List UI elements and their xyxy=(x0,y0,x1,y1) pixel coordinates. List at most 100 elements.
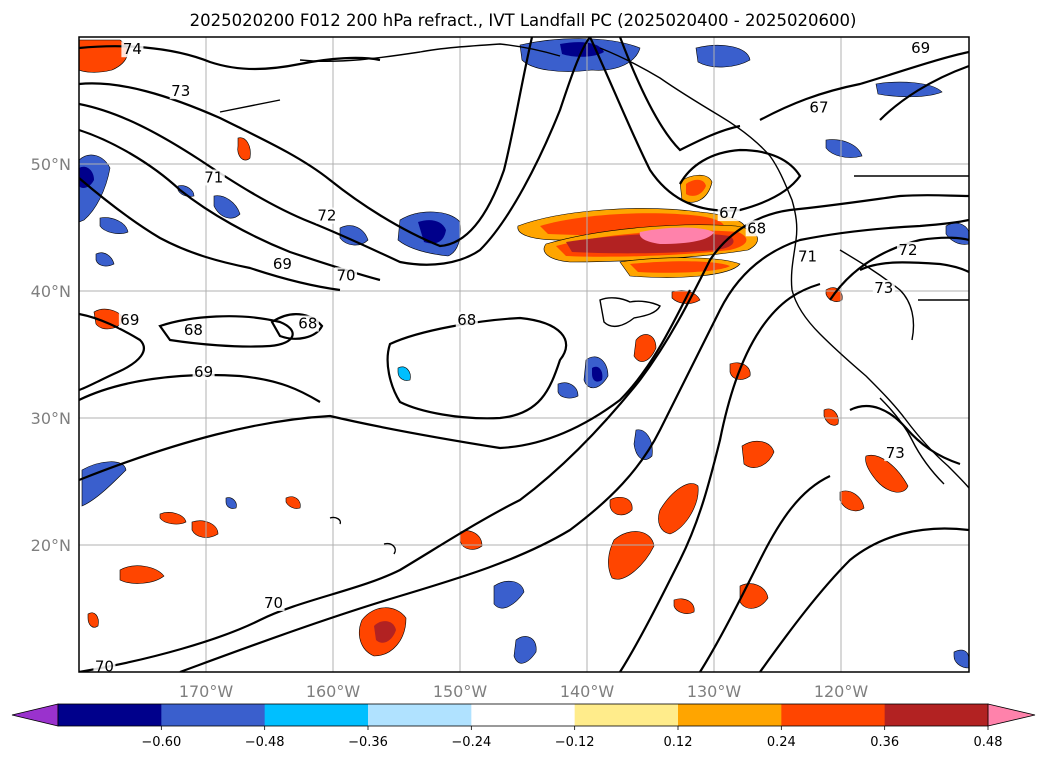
contour-label: 71 xyxy=(798,247,817,265)
shade-patch xyxy=(839,490,865,512)
colorbar-tick-label: 0.12 xyxy=(664,735,693,750)
x-axis-ticks: 170°W 160°W 150°W 140°W 130°W 120°W xyxy=(179,682,869,701)
shade-patch xyxy=(825,139,863,158)
colorbar-tick-label: 0.24 xyxy=(767,735,796,750)
contour-label: 68 xyxy=(184,321,203,339)
contour-label: 72 xyxy=(317,207,336,225)
contour-label: 70 xyxy=(95,657,114,675)
contour-label-bg xyxy=(315,207,338,224)
shade-patch xyxy=(557,382,579,399)
shade-patch xyxy=(658,483,699,535)
contour-label: 69 xyxy=(194,363,213,381)
contour-label: 71 xyxy=(204,169,223,187)
shade-patch xyxy=(285,496,301,509)
shade-patch xyxy=(592,366,603,382)
shade-patch xyxy=(237,137,251,161)
y-tick-label: 40°N xyxy=(31,282,71,301)
contour-label-bg xyxy=(872,280,895,296)
y-tick-label: 50°N xyxy=(31,155,71,174)
shade-patch xyxy=(875,81,943,98)
contour-label-bg xyxy=(182,321,205,338)
refractivity-contours xyxy=(79,37,969,672)
colorbar-tick-label: −0.48 xyxy=(245,735,285,750)
shade-patch xyxy=(739,583,769,609)
colorbar-tick-label: 0.36 xyxy=(870,735,899,750)
shade-patch xyxy=(741,440,775,468)
contour-label-bg xyxy=(271,255,294,272)
shade-patch xyxy=(865,454,909,493)
colorbar-tick-label: −0.60 xyxy=(141,735,181,750)
x-tick-label: 150°W xyxy=(433,682,488,701)
x-tick-label: 140°W xyxy=(560,682,615,701)
x-tick-label: 160°W xyxy=(306,682,361,701)
shade-patch xyxy=(953,649,969,669)
colorbar-box xyxy=(678,704,782,726)
contour-label-bg xyxy=(169,83,192,100)
contour-label-bg xyxy=(93,658,116,675)
contour-label-bg xyxy=(896,241,919,258)
contour-label: 72 xyxy=(898,241,917,259)
colorbar-box xyxy=(574,704,679,726)
contour-label: 69 xyxy=(911,39,930,57)
colorbar: −0.60 −0.48 −0.36 −0.24 −0.12 0.12 0.24 0.36 0.4… xyxy=(11,703,1036,750)
colorbar-box xyxy=(264,704,369,726)
contour-label-bg xyxy=(296,315,319,332)
shade-patch xyxy=(99,217,129,234)
contour-label-bg xyxy=(796,248,819,265)
shade-patch xyxy=(513,636,537,664)
y-tick-label: 30°N xyxy=(31,409,71,428)
shade-patch xyxy=(459,530,483,550)
y-axis-ticks: 50°N 40°N 30°N 20°N xyxy=(31,155,71,555)
contour-label: 68 xyxy=(457,311,476,329)
colorbar-tick-label: −0.24 xyxy=(451,735,491,750)
shade-patch xyxy=(633,334,657,362)
contour-label-bg xyxy=(717,205,740,222)
contour-label-bg xyxy=(455,311,478,328)
shade-patch xyxy=(79,166,94,188)
contour-label: 73 xyxy=(874,279,893,297)
contour-label: 68 xyxy=(747,219,766,237)
shade-patch xyxy=(639,227,714,244)
shade-patch xyxy=(213,195,241,219)
colorbar-box xyxy=(368,704,472,726)
contour-label-bg xyxy=(121,41,144,58)
contour-label-bg xyxy=(192,363,215,380)
contour-label-bg xyxy=(909,39,932,56)
contour-label-bg xyxy=(807,99,830,116)
contour-label-bg xyxy=(118,311,141,328)
figure-title: 2025020200 F012 200 hPa refract., IVT La… xyxy=(190,11,857,30)
shade-patch xyxy=(823,408,839,426)
colorbar-tick-label: −0.36 xyxy=(348,735,388,750)
graticule xyxy=(79,37,969,672)
contour-labels: 74 73 71 72 69 70 69 68 68 68 69 70 70 69 67 67 68 71 72 73… xyxy=(93,39,932,675)
shade-patch xyxy=(397,366,411,381)
contour-label-bg xyxy=(335,267,357,284)
shade-patch xyxy=(633,429,653,460)
colorbar-box xyxy=(781,704,886,726)
coastlines xyxy=(219,43,969,555)
shade-patch xyxy=(374,621,396,643)
contour-label-bg xyxy=(262,594,285,611)
colorbar-box xyxy=(884,704,989,726)
colorbar-frame xyxy=(57,703,989,727)
x-tick-label: 120°W xyxy=(814,682,869,701)
colorbar-box xyxy=(161,704,266,726)
shade-patch xyxy=(95,252,115,267)
shade-patch xyxy=(686,179,706,196)
shade-patch xyxy=(191,520,219,538)
colorbar-extend-high xyxy=(987,703,1036,727)
shade-patch xyxy=(79,154,111,223)
map-frame xyxy=(78,36,970,673)
contour-label: 68 xyxy=(298,315,317,333)
contour-label-bg xyxy=(884,445,907,462)
shade-patch xyxy=(159,512,187,525)
contour-label: 70 xyxy=(336,266,355,284)
contour-label: 73 xyxy=(886,444,905,462)
map-area xyxy=(79,37,969,672)
shade-patch xyxy=(119,565,165,584)
shade-patch xyxy=(177,185,195,197)
contour-label: 69 xyxy=(120,311,139,329)
contour-label: 67 xyxy=(809,99,828,117)
shade-patch xyxy=(695,45,751,68)
